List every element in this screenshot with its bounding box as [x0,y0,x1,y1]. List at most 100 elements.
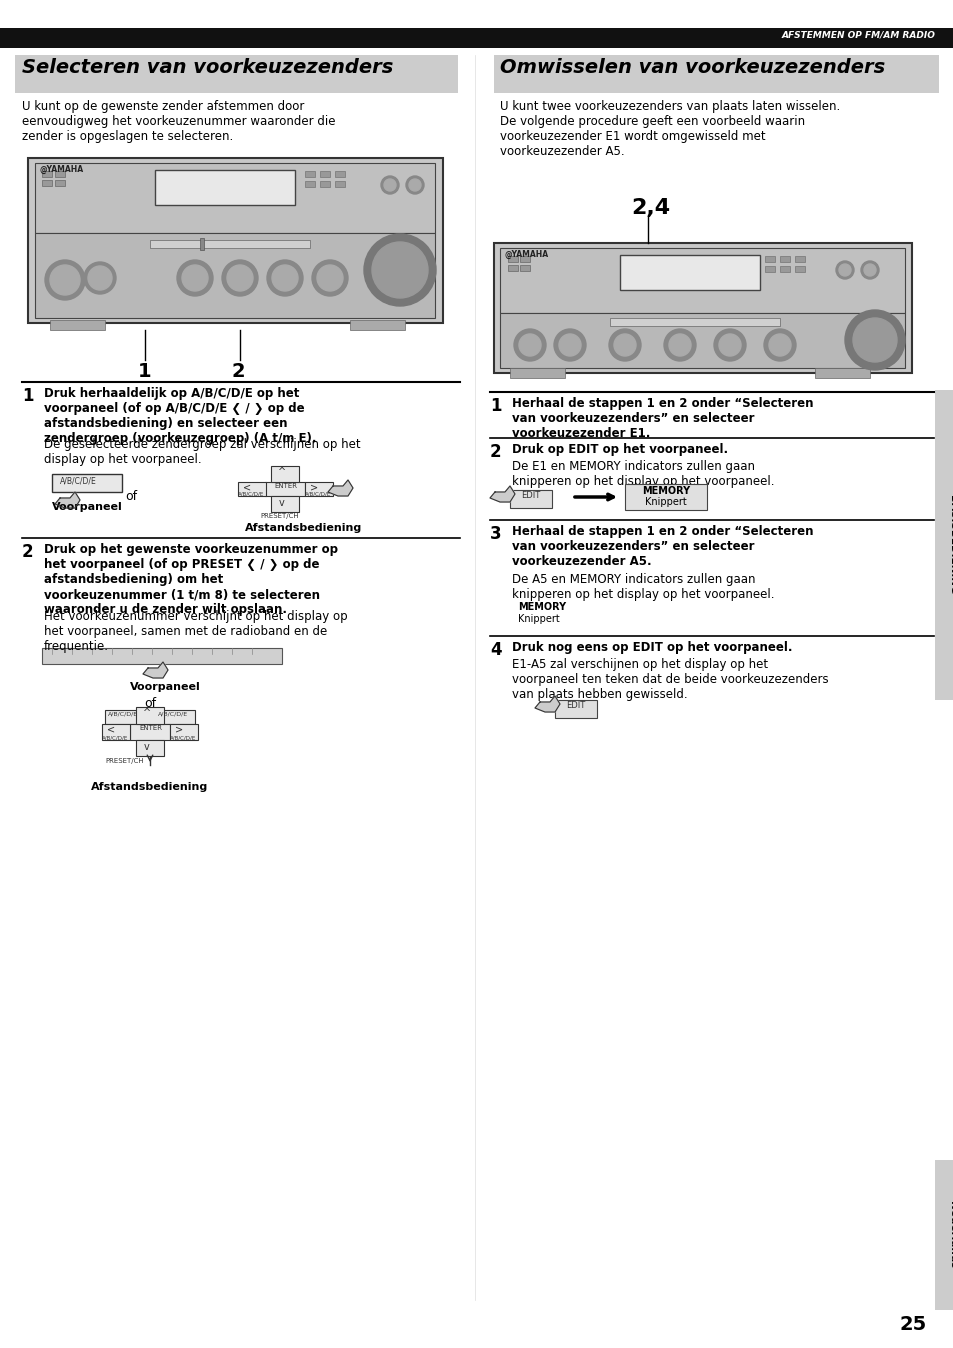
Bar [350,319,405,330]
Text: Druk nog eens op EDIT op het voorpaneel.: Druk nog eens op EDIT op het voorpaneel. [512,642,792,654]
Bar [200,239,204,249]
Text: Druk op EDIT op het voorpaneel.: Druk op EDIT op het voorpaneel. [512,443,727,456]
Bar [50,319,105,330]
Text: E1-A5 zal verschijnen op het display op het
voorpaneel ten teken dat de beide vo: E1-A5 zal verschijnen op het display op … [512,658,828,701]
Circle shape [763,329,795,361]
Text: 2: 2 [490,443,501,461]
Text: v: v [144,741,150,752]
Bar [519,266,530,271]
Text: >: > [174,725,183,735]
Text: Omwisselen van voorkeuzezenders: Omwisselen van voorkeuzezenders [499,58,884,77]
Circle shape [558,334,580,356]
Text: Knippert: Knippert [644,497,686,507]
Text: Nederlands: Nederlands [947,1201,953,1268]
Bar [780,266,789,272]
Circle shape [372,243,428,298]
Text: Druk herhaaldelijk op A/B/C/D/E op het
voorpaneel (of op A/B/C/D/E ❮ / ❯ op de
a: Druk herhaaldelijk op A/B/C/D/E op het v… [44,387,316,445]
Text: EDIT: EDIT [566,701,585,710]
Text: Selecteren van voorkeuzezenders: Selecteren van voorkeuzezenders [22,58,393,77]
Bar [15,55,457,93]
Circle shape [719,334,740,356]
Text: >: > [310,483,317,493]
Bar [764,256,774,262]
Text: A/B/C/D/E: A/B/C/D/E [158,710,188,716]
Circle shape [50,266,80,295]
Text: A/B/C/D/E: A/B/C/D/E [305,492,331,497]
Bar [102,724,130,740]
Bar [494,243,911,373]
Bar [619,255,760,290]
Text: De geselecteerde zendergroep zal verschijnen op het
display op het voorpaneel.: De geselecteerde zendergroep zal verschi… [44,438,360,466]
Circle shape [316,266,343,291]
Bar [519,256,530,262]
Text: <: < [107,725,115,735]
Circle shape [384,179,395,191]
Text: A/B/C/D/E: A/B/C/D/E [60,476,96,485]
Text: A/B/C/D/E: A/B/C/D/E [237,492,264,497]
Bar [55,171,65,177]
Text: Druk op het gewenste voorkeuzenummer op
het voorpaneel (of op PRESET ❮ / ❯ op de: Druk op het gewenste voorkeuzenummer op … [44,543,337,616]
Circle shape [227,266,253,291]
Text: De E1 en MEMORY indicators zullen gaan
knipperen op het display op het voorpanee: De E1 en MEMORY indicators zullen gaan k… [512,460,774,488]
Bar [136,740,164,756]
Circle shape [514,329,545,361]
Text: @YAMAHA: @YAMAHA [40,164,84,174]
Text: PRESET/CH: PRESET/CH [260,514,298,519]
Bar [319,171,330,177]
Bar [794,266,804,272]
Circle shape [863,264,875,276]
Text: Afstandsbediening: Afstandsbediening [91,782,209,793]
Bar [335,171,345,177]
Polygon shape [143,662,168,678]
Bar [507,256,517,262]
Circle shape [838,264,850,276]
Text: 2,4: 2,4 [630,198,669,218]
Text: U kunt twee voorkeuzezenders van plaats laten wisselen.
De volgende procedure ge: U kunt twee voorkeuzezenders van plaats … [499,100,840,158]
Text: A/B/C/D/E: A/B/C/D/E [170,736,196,741]
Bar [934,1161,953,1310]
Circle shape [88,266,112,290]
Bar [499,248,904,313]
Text: 4: 4 [490,642,501,659]
Bar [335,181,345,187]
Text: Voorpaneel: Voorpaneel [52,501,123,512]
Text: ^: ^ [143,708,151,718]
Bar [154,710,194,724]
Text: 1: 1 [22,387,33,404]
Bar [105,710,145,724]
Circle shape [861,262,878,279]
Bar [170,724,198,740]
Text: Knippert: Knippert [517,613,559,624]
Text: 25: 25 [899,1316,926,1335]
Bar [494,55,938,93]
Bar [609,318,780,326]
Circle shape [222,260,257,297]
Polygon shape [490,487,515,501]
Circle shape [182,266,208,291]
Text: Afstandsbediening: Afstandsbediening [245,523,362,532]
Bar [780,256,789,262]
Circle shape [835,262,853,279]
Text: @YAMAHA: @YAMAHA [504,249,549,259]
Bar [154,170,294,205]
Circle shape [177,260,213,297]
Text: BASISBEDIENING: BASISBEDIENING [947,495,953,594]
Bar [0,28,953,49]
Circle shape [668,334,690,356]
Circle shape [852,318,896,363]
Bar [35,163,435,233]
Bar [237,483,266,496]
Circle shape [663,329,696,361]
Text: MEMORY: MEMORY [641,487,689,496]
Bar [271,496,298,512]
Circle shape [45,260,85,301]
Bar [555,700,597,718]
Bar [507,266,517,271]
Bar [42,171,52,177]
Text: 1: 1 [490,398,501,415]
Text: of: of [144,697,156,710]
Circle shape [768,334,790,356]
Bar [305,181,314,187]
Bar [764,266,774,272]
Bar [624,484,706,510]
